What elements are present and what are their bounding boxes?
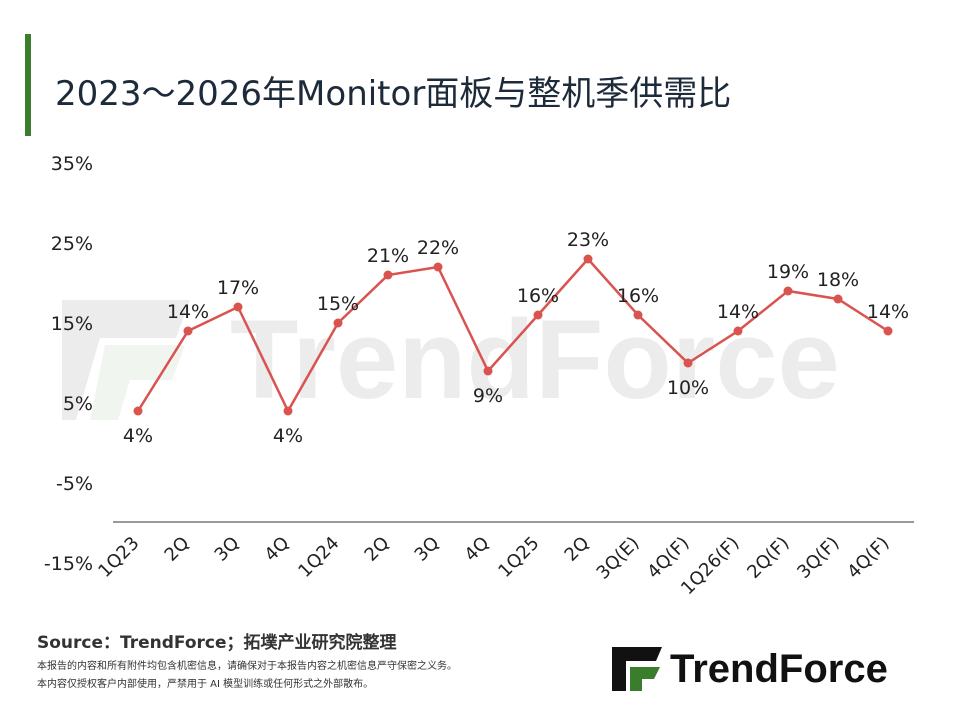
data-label: 9%	[473, 385, 503, 407]
x-tick-label: 4Q	[461, 533, 494, 566]
data-label: 4%	[123, 425, 153, 447]
y-tick-label: -5%	[56, 473, 93, 495]
data-label: 21%	[367, 245, 409, 267]
data-label: 14%	[167, 301, 209, 323]
x-tick-label: 2Q(F)	[743, 533, 793, 583]
x-tick-label: 1Q23	[94, 533, 143, 582]
data-label: 15%	[317, 293, 359, 315]
data-label: 23%	[567, 229, 609, 251]
x-tick-label: 4Q	[261, 533, 294, 566]
source-note: Source：TrendForce；拓墣产业研究院整理	[37, 633, 397, 653]
data-point	[833, 294, 843, 304]
data-points	[133, 254, 893, 416]
data-label: 22%	[417, 237, 459, 259]
data-point	[683, 358, 693, 368]
data-point	[133, 406, 143, 416]
y-tick-label: 25%	[51, 233, 93, 255]
x-tick-label: 1Q25	[494, 533, 543, 582]
data-point	[633, 310, 643, 320]
data-label: 16%	[617, 285, 659, 307]
data-label: 16%	[517, 285, 559, 307]
y-tick-label: 35%	[51, 153, 93, 175]
data-point	[333, 318, 343, 328]
data-point	[733, 326, 743, 336]
y-tick-label: 15%	[51, 313, 93, 335]
data-label: 14%	[717, 301, 759, 323]
x-tick-label: 3Q(E)	[593, 533, 644, 584]
watermark-logo-icon	[62, 300, 190, 420]
data-point	[233, 302, 243, 312]
x-tick-label: 3Q(F)	[793, 533, 843, 583]
data-point	[283, 406, 293, 416]
title-accent-bar	[25, 34, 31, 136]
x-tick-label: 1Q24	[294, 533, 343, 582]
y-tick-label: 5%	[63, 393, 93, 415]
data-point	[483, 366, 493, 376]
series-line	[136, 257, 889, 414]
x-tick-label: 4Q(F)	[843, 533, 893, 583]
x-tick-label: 2Q	[161, 533, 194, 566]
x-tick-label: 3Q	[211, 533, 244, 566]
trendforce-logo-icon	[612, 647, 662, 691]
data-label: 4%	[273, 425, 303, 447]
data-label: 14%	[867, 301, 909, 323]
data-label: 19%	[767, 261, 809, 283]
data-point	[533, 310, 543, 320]
x-tick-label: 2Q	[361, 533, 394, 566]
data-point	[783, 286, 793, 296]
data-point	[433, 262, 443, 272]
data-point	[183, 326, 193, 336]
data-labels: 4% 14% 17% 4% 15% 21% 22% 9% 16% 23% 16% 10% 14% 19% 1…	[123, 229, 909, 447]
data-point	[883, 326, 893, 336]
chart-title: 2023～2026年Monitor面板与整机季供需比	[55, 74, 732, 114]
x-tick-label: 3Q	[411, 533, 444, 566]
x-tick-label: 2Q	[561, 533, 594, 566]
data-label: 10%	[667, 377, 709, 399]
disclaimer-line-1: 本报告的内容和所有附件均包含机密信息，请确保对于本报告内容之机密信息严守保密之义…	[37, 661, 457, 672]
y-tick-label: -15%	[44, 553, 93, 575]
x-axis: 1Q23 2Q 3Q 4Q 1Q24 2Q 3Q 4Q 1Q25 2Q 3Q(E) 4Q(F)1Q26…	[94, 533, 893, 599]
data-label: 17%	[217, 277, 259, 299]
data-point	[383, 270, 393, 280]
y-axis: 35% 25% 15% 5% -5% -15%	[44, 153, 93, 575]
brand-name: TrendForce	[670, 646, 888, 691]
data-label: 18%	[817, 269, 859, 291]
brand-logo: TrendForce	[612, 645, 888, 693]
data-point	[583, 254, 593, 264]
disclaimer-line-2: 本内容仅授权客户内部使用，严禁用于 AI 模型训练或任何形式之外部散布。	[37, 679, 374, 690]
